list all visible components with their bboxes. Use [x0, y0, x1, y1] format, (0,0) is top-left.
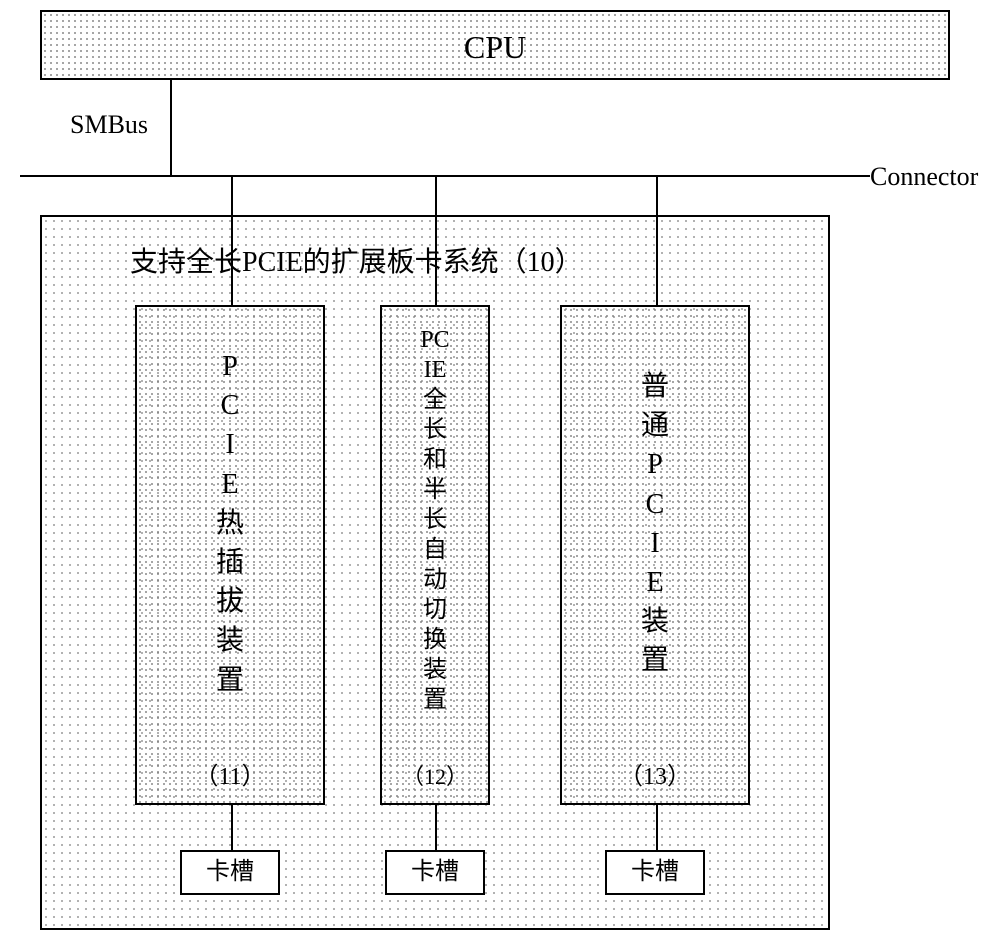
cpu-drop-line: [170, 80, 172, 175]
module-normal: 普 通 P C I E 装 置 （13）: [560, 305, 750, 805]
slot-drop-1: [231, 805, 233, 850]
diagram-canvas: CPU SMBus Connector 支持全长PCIE的扩展板卡系统（10） …: [0, 0, 1000, 942]
module-normal-text: 普 通 P C I E 装 置: [641, 367, 669, 681]
module-normal-number: （13）: [619, 756, 691, 791]
slot-1-label: 卡槽: [206, 859, 254, 885]
module-hotplug-text: P C I E 热 插 拔 装 置: [216, 347, 244, 700]
bus-line: [20, 175, 870, 177]
module-autoswitch-text: PC IE 全 长 和 半 长 自 动 切 换 装 置: [420, 325, 449, 715]
main-system-title: 支持全长PCIE的扩展板卡系统（10）: [130, 240, 583, 280]
slot-3: 卡槽: [605, 850, 705, 895]
cpu-box: CPU: [40, 10, 950, 80]
module-autoswitch: PC IE 全 长 和 半 长 自 动 切 换 装 置 （12）: [380, 305, 490, 805]
module-autoswitch-number: （12）: [402, 759, 468, 791]
slot-drop-3: [656, 805, 658, 850]
connector-label: Connector: [870, 162, 978, 192]
slot-2: 卡槽: [385, 850, 485, 895]
slot-3-label: 卡槽: [631, 859, 679, 885]
module-hotplug: P C I E 热 插 拔 装 置 （11）: [135, 305, 325, 805]
slot-drop-2: [435, 805, 437, 850]
slot-1: 卡槽: [180, 850, 280, 895]
module-hotplug-number: （11）: [194, 756, 265, 791]
slot-2-label: 卡槽: [411, 859, 459, 885]
smbus-label: SMBus: [70, 110, 148, 140]
cpu-label: CPU: [464, 29, 526, 65]
